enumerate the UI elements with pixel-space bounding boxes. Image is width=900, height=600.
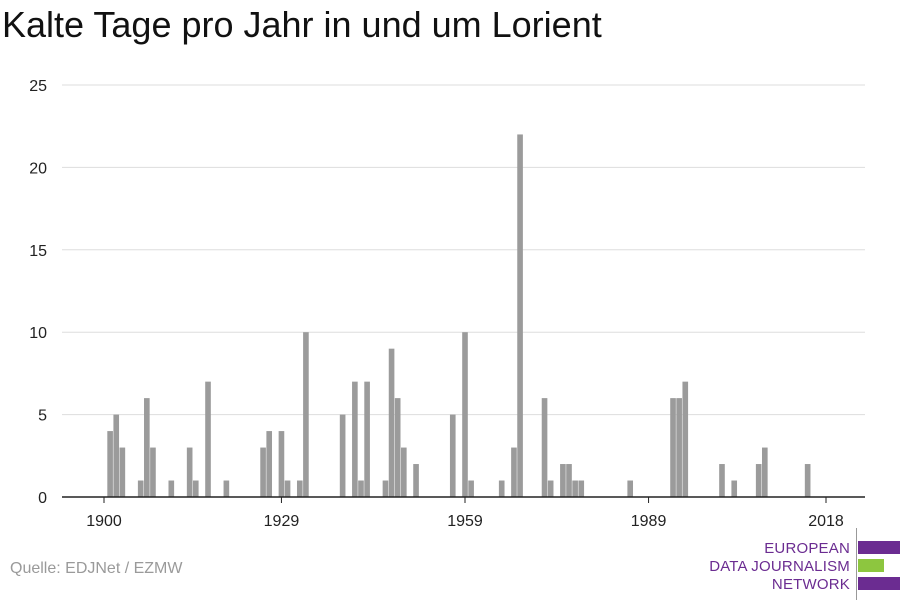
bar [511, 447, 517, 497]
bar [266, 431, 273, 497]
bar [682, 381, 689, 497]
bar [352, 381, 358, 497]
bar [566, 464, 572, 497]
bar [413, 464, 419, 497]
y-tick-label: 20 [29, 160, 47, 177]
bars [107, 134, 811, 497]
logo-line-2: DATA JOURNALISM [709, 558, 850, 575]
logo-divider [856, 528, 857, 600]
y-tick-label: 15 [29, 243, 47, 260]
bar [394, 398, 401, 497]
bar-chart: 0 5 10 15 20 25 1900 1929 1959 1989 2018 [29, 78, 865, 530]
bar [168, 480, 175, 497]
bar [358, 480, 364, 497]
logo-line-1: EUROPEAN [764, 540, 850, 557]
bar [223, 480, 230, 497]
y-tick-label: 10 [29, 325, 47, 342]
bar [205, 381, 211, 497]
bar [150, 447, 156, 497]
bar [388, 348, 395, 497]
logo-bar-top [858, 541, 900, 554]
bar [296, 480, 303, 497]
bar [137, 480, 144, 497]
y-axis-ticks: 0 5 10 15 20 25 [29, 78, 47, 507]
bar [572, 480, 578, 497]
bar [498, 480, 505, 497]
logo-line-3: NETWORK [771, 576, 850, 593]
y-tick-label: 5 [38, 408, 47, 425]
bar [119, 447, 126, 497]
logo-bar-bottom [858, 577, 900, 590]
x-tick-label: 1989 [631, 513, 667, 530]
bar [560, 464, 566, 497]
x-tick-label: 1900 [86, 513, 122, 530]
bar [192, 480, 199, 497]
y-tick-label: 0 [38, 490, 47, 507]
bar [541, 398, 548, 497]
bar [547, 480, 554, 497]
bar [382, 480, 389, 497]
bar [804, 464, 811, 497]
bar [755, 464, 762, 497]
edjnet-logo: EUROPEAN DATA JOURNALISM NETWORK [690, 528, 900, 600]
bar [761, 447, 768, 497]
bar [468, 480, 474, 497]
logo-bar-middle [858, 559, 884, 572]
bar [260, 447, 266, 497]
bar [284, 480, 291, 497]
bar [731, 480, 738, 497]
bar [339, 414, 346, 497]
bar [449, 414, 456, 497]
bar [303, 332, 309, 497]
bar [107, 431, 113, 497]
bar [144, 398, 150, 497]
bar [462, 332, 468, 497]
bar [400, 447, 407, 497]
bar [676, 398, 682, 497]
x-tick-label: 2018 [808, 513, 844, 530]
chart-title: Kalte Tage pro Jahr in und um Lorient [2, 4, 602, 45]
bar [578, 480, 585, 497]
logo-wordmark: EUROPEAN DATA JOURNALISM NETWORK [709, 540, 850, 594]
bar [186, 447, 193, 497]
bar [627, 480, 634, 497]
bar [670, 398, 676, 497]
y-tick-label: 25 [29, 78, 47, 95]
x-tick-label: 1959 [447, 513, 483, 530]
bar [113, 414, 120, 497]
bar [278, 431, 285, 497]
bar [364, 381, 370, 497]
bar [517, 134, 523, 497]
x-axis-ticks: 1900 1929 1959 1989 2018 [86, 497, 844, 530]
bar [719, 464, 725, 497]
source-note: Quelle: EDJNet / EZMW [10, 560, 183, 577]
x-tick-label: 1929 [264, 513, 300, 530]
